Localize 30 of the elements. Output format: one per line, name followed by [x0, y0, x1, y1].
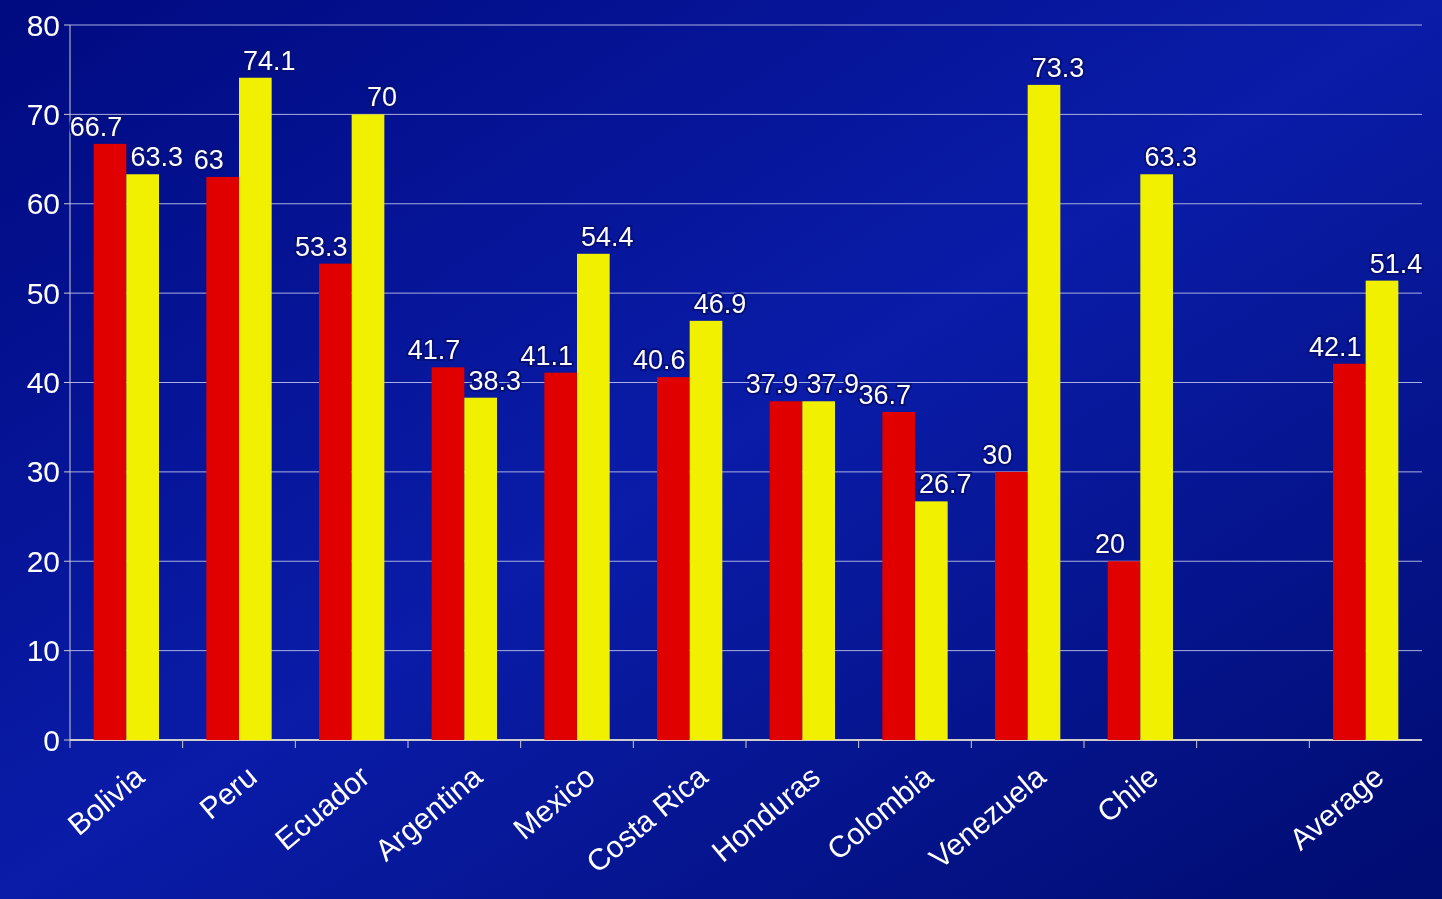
y-tick-label: 60 — [26, 187, 60, 221]
y-tick-label: 70 — [26, 97, 60, 131]
data-label: 40.6 — [633, 345, 686, 376]
data-label: 46.9 — [693, 288, 747, 319]
data-label: 30 — [982, 439, 1013, 470]
data-label: 63.3 — [130, 142, 183, 173]
data-label: 74.1 — [243, 45, 296, 76]
x-tick-label: Peru — [193, 759, 263, 826]
y-tick-label: 50 — [26, 276, 60, 310]
data-label: 73.3 — [1031, 52, 1085, 83]
data-label: 51.4 — [1369, 248, 1423, 279]
data-label: 26.7 — [919, 469, 972, 500]
data-label: 36.7 — [858, 379, 911, 410]
x-tick-label: Chile — [1090, 759, 1165, 829]
data-label: 42.1 — [1309, 331, 1362, 362]
y-tick-label: 20 — [26, 544, 60, 578]
data-label: 20 — [1094, 529, 1126, 560]
y-tick-label: 0 — [43, 723, 60, 757]
data-label: 53.3 — [295, 231, 348, 262]
y-tick-label: 10 — [26, 634, 60, 668]
data-label: 66.7 — [69, 111, 123, 142]
data-label: 41.7 — [407, 335, 461, 366]
y-tick-label: 40 — [26, 366, 60, 399]
y-tick-label: 80 — [26, 8, 60, 42]
data-label: 63 — [193, 144, 224, 175]
data-label: 70 — [366, 82, 398, 113]
data-label: 63.3 — [1144, 142, 1197, 173]
data-label: 54.4 — [581, 221, 634, 252]
y-tick-label: 30 — [26, 455, 60, 489]
data-label: 41.1 — [520, 340, 573, 371]
